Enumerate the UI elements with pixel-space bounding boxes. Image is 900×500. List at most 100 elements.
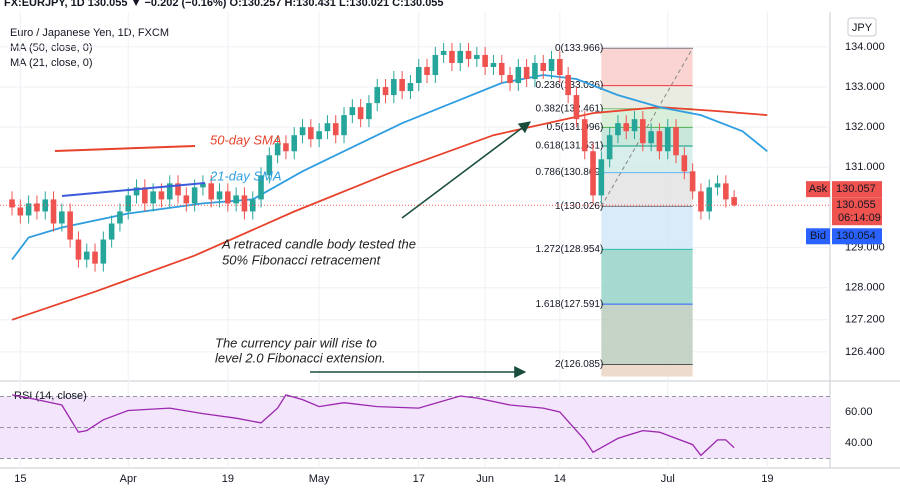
fib-zone xyxy=(601,127,693,146)
currency[interactable]: JPY xyxy=(852,22,873,34)
ask-tag xyxy=(806,181,830,198)
bid-label: Bid xyxy=(810,230,826,242)
candle-body xyxy=(540,62,547,71)
candle-body xyxy=(598,159,605,196)
fib-zone xyxy=(601,108,693,128)
candle-body xyxy=(482,54,488,67)
candle-body xyxy=(581,119,588,152)
x-tick-label: 19 xyxy=(761,473,773,485)
x-tick-label: 15 xyxy=(14,473,26,485)
x-tick-label: Apr xyxy=(120,473,137,485)
annotation: A retraced candle body tested the xyxy=(221,236,416,251)
candle-body xyxy=(656,131,663,152)
annotation: 50-day SMA xyxy=(210,132,282,147)
ma-line xyxy=(11,106,768,321)
annotation: 50% Fibonacci retracement xyxy=(222,252,382,267)
ask-price-tag xyxy=(832,181,882,198)
currency-box[interactable] xyxy=(847,17,877,37)
candle-body xyxy=(465,50,472,59)
rsi-tick-label: 40.00 xyxy=(845,437,873,449)
candle-body xyxy=(357,107,364,120)
candle-body xyxy=(266,155,273,176)
fib-zone xyxy=(601,145,693,173)
ask-price: 130.057 xyxy=(836,183,876,195)
y-tick-label: 129.000 xyxy=(845,241,885,253)
candle-body xyxy=(17,207,24,216)
fib-label: 1(130.026) xyxy=(555,201,603,212)
x-tick-label: 19 xyxy=(222,473,234,485)
candle-body xyxy=(299,127,306,136)
candle-body xyxy=(117,211,123,224)
candle-body xyxy=(183,195,190,204)
fib-zone xyxy=(601,364,693,377)
candle-body xyxy=(515,66,522,84)
candle-body xyxy=(316,131,322,140)
candle-body xyxy=(507,75,513,84)
candle-body xyxy=(83,251,90,260)
header: FX:EURJPY, 1D 130.055 ▼ −0.202 (−0.16%) … xyxy=(4,0,444,9)
candle-body xyxy=(125,195,132,212)
candle-body xyxy=(449,50,455,63)
candle-body xyxy=(565,75,571,96)
sma50-trend xyxy=(54,145,196,152)
fib-label: 0.382(132.461) xyxy=(535,103,603,114)
candle-body xyxy=(689,171,696,192)
candle-body xyxy=(424,66,430,76)
candle-body xyxy=(208,183,215,200)
candle-body xyxy=(241,195,248,212)
candle-body xyxy=(9,199,15,208)
x-tick-label: 14 xyxy=(554,473,566,485)
y-tick-label: 127.200 xyxy=(845,314,885,326)
candle-body xyxy=(673,127,679,156)
x-tick-label: Jun xyxy=(476,473,494,485)
annotation: 21-day SMA xyxy=(209,168,282,183)
candle-body xyxy=(606,135,613,160)
candle-body xyxy=(440,50,447,55)
candle-body xyxy=(175,183,181,196)
candle-body xyxy=(623,123,630,132)
candle-body xyxy=(432,54,439,76)
candle-body xyxy=(731,197,737,206)
legend-entry: MA (21, close, 0) xyxy=(10,57,93,69)
candle-body xyxy=(548,58,555,71)
countdown: 06:14:09 xyxy=(838,212,881,224)
candle-body xyxy=(631,119,638,132)
arrow xyxy=(401,121,531,219)
fib-zone xyxy=(601,206,693,250)
candle-body xyxy=(573,95,580,120)
candle-body xyxy=(59,211,65,224)
bid-price: 130.054 xyxy=(836,230,876,242)
y-tick-label: 134.000 xyxy=(845,41,885,53)
y-tick-label: 128.000 xyxy=(845,282,885,294)
y-tick-label: 126.400 xyxy=(845,346,885,358)
fib-label: 1.272(128.954) xyxy=(535,244,603,255)
candle-body xyxy=(415,66,422,84)
rsi-tick-label: 60.00 xyxy=(845,406,873,418)
bid-price-tag xyxy=(832,228,882,245)
fib-zone xyxy=(601,304,693,365)
candle-body xyxy=(399,79,405,92)
candle-body xyxy=(457,50,464,63)
candle-body xyxy=(158,191,165,200)
candle-body xyxy=(341,115,347,136)
sma21-trend xyxy=(61,182,206,197)
candle-body xyxy=(615,123,621,136)
candle-body xyxy=(407,83,414,92)
candle-body xyxy=(274,143,281,156)
fib-zone xyxy=(601,249,693,305)
candle-body xyxy=(34,203,40,212)
candle-body xyxy=(142,187,148,204)
candle-body xyxy=(200,183,206,188)
candle-body xyxy=(225,191,231,204)
candle-body xyxy=(532,62,538,80)
candle-body xyxy=(100,239,107,264)
candle-body xyxy=(498,62,505,76)
candle-body xyxy=(648,131,654,144)
fib-label: 0.618(131.531) xyxy=(535,141,603,152)
candle-body xyxy=(391,79,397,96)
rsi-line xyxy=(11,394,735,457)
candle-body xyxy=(291,135,298,152)
candle-body xyxy=(557,58,563,76)
candle-body xyxy=(283,143,289,152)
ask-label: Ask xyxy=(809,183,828,195)
